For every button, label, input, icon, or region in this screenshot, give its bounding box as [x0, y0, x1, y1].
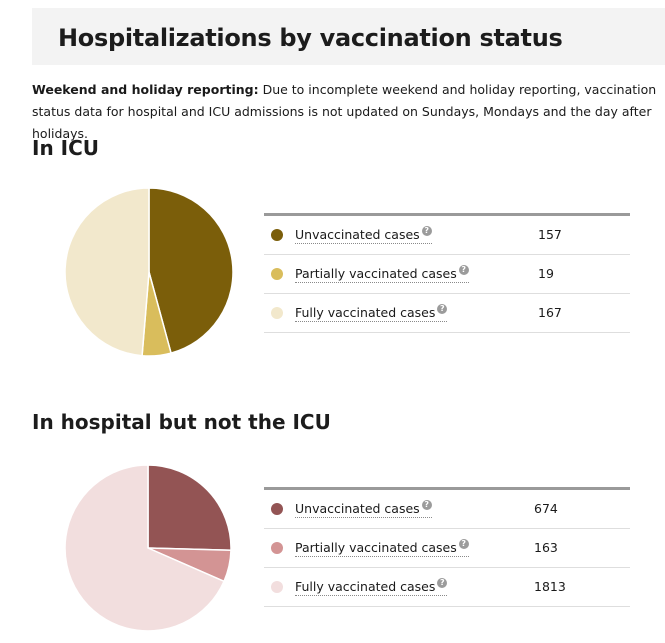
partially-vaccinated-color-dot [271, 542, 283, 554]
legend-row-unvaccinated: Unvaccinated cases? 157 [264, 216, 630, 255]
unvaccinated-value: 157 [538, 227, 562, 242]
page-title: Hospitalizations by vaccination status [58, 24, 563, 52]
fully-vaccinated-slice[interactable] [64, 187, 150, 357]
help-icon[interactable]: ? [458, 539, 469, 549]
unvaccinated-color-dot [271, 503, 283, 515]
legend-row-fully-vaccinated: Fully vaccinated cases? 1813 [264, 568, 630, 607]
notice-text: Due to incomplete weekend and holiday re… [32, 82, 657, 141]
hospital-legend-table: Unvaccinated cases? 674 Partially vaccin… [264, 487, 630, 607]
hospital-pie-chart [64, 464, 232, 632]
fully-vaccinated-value: 167 [538, 305, 562, 320]
partially-vaccinated-label[interactable]: Partially vaccinated cases? [295, 539, 469, 557]
unvaccinated-slice[interactable] [147, 464, 232, 552]
help-icon[interactable]: ? [437, 304, 448, 314]
fully-vaccinated-label[interactable]: Fully vaccinated cases? [295, 578, 448, 596]
unvaccinated-value: 674 [534, 501, 558, 516]
icu-heading: In ICU [32, 136, 100, 160]
partially-vaccinated-value: 163 [534, 540, 558, 555]
fully-vaccinated-value: 1813 [534, 579, 566, 594]
unvaccinated-slice[interactable] [148, 187, 234, 354]
fully-vaccinated-color-dot [271, 581, 283, 593]
help-icon[interactable]: ? [458, 265, 469, 275]
notice-heading: Weekend and holiday reporting: [32, 82, 259, 97]
fully-vaccinated-label[interactable]: Fully vaccinated cases? [295, 304, 448, 322]
fully-vaccinated-color-dot [271, 307, 283, 319]
partially-vaccinated-label[interactable]: Partially vaccinated cases? [295, 265, 469, 283]
legend-row-fully-vaccinated: Fully vaccinated cases? 167 [264, 294, 630, 333]
legend-row-unvaccinated: Unvaccinated cases? 674 [264, 490, 630, 529]
legend-row-partially-vaccinated: Partially vaccinated cases? 163 [264, 529, 630, 568]
fully-vaccinated-slice[interactable] [64, 464, 225, 632]
icu-legend-table: Unvaccinated cases? 157 Partially vaccin… [264, 213, 630, 333]
partially-vaccinated-value: 19 [538, 266, 554, 281]
legend-row-partially-vaccinated: Partially vaccinated cases? 19 [264, 255, 630, 294]
unvaccinated-label[interactable]: Unvaccinated cases? [295, 500, 432, 518]
hospital-heading: In hospital but not the ICU [32, 410, 331, 434]
reporting-notice: Weekend and holiday reporting: Due to in… [32, 79, 657, 145]
icu-pie-chart [64, 187, 234, 357]
unvaccinated-label[interactable]: Unvaccinated cases? [295, 226, 432, 244]
page-header: Hospitalizations by vaccination status [32, 8, 665, 65]
help-icon[interactable]: ? [421, 226, 432, 236]
partially-vaccinated-color-dot [271, 268, 283, 280]
unvaccinated-color-dot [271, 229, 283, 241]
help-icon[interactable]: ? [421, 500, 432, 510]
help-icon[interactable]: ? [437, 578, 448, 588]
